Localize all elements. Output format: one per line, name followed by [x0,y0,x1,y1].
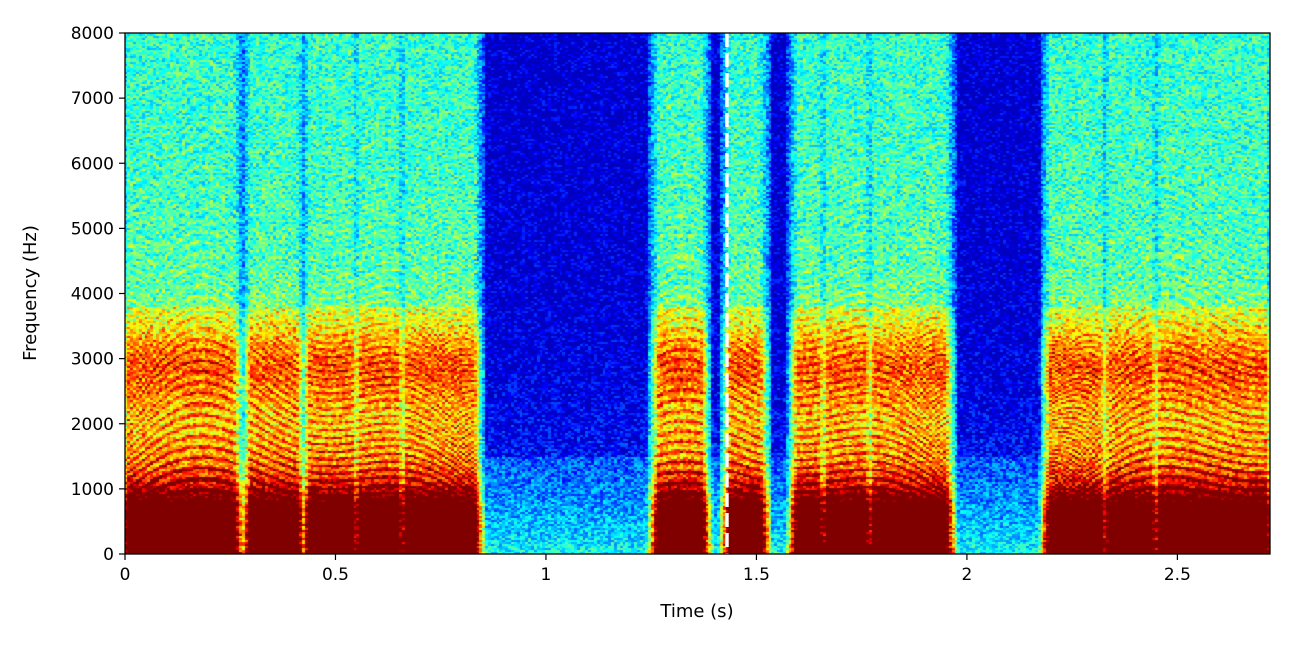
x-tick-label: 0 [120,565,131,585]
y-tick-label: 0 [103,545,114,565]
x-tick-label: 2.5 [1164,565,1191,585]
y-tick-label: 6000 [71,154,114,174]
x-tick-label: 2 [961,565,972,585]
x-axis-label: Time (s) [659,601,733,622]
y-axis-label: Frequency (Hz) [20,225,41,361]
y-tick-label: 5000 [71,219,114,239]
spectrogram-image-frame [125,33,1270,554]
y-tick-label: 2000 [71,415,114,435]
x-tick-label: 1.5 [743,565,770,585]
x-tick-label: 0.5 [322,565,349,585]
y-tick-label: 3000 [71,350,114,370]
y-tick-label: 8000 [71,24,114,44]
y-axis: 0 1000 2000 3000 4000 5000 6000 7000 8000 [71,24,125,565]
x-tick-label: 1 [541,565,552,585]
spectrogram-image [125,33,1270,554]
y-tick-label: 1000 [71,480,114,500]
y-tick-label: 7000 [71,89,114,109]
plot-area [124,32,1271,555]
y-tick-label: 4000 [71,285,114,305]
x-axis: 0 0.5 1 1.5 2 2.5 [120,554,1191,585]
